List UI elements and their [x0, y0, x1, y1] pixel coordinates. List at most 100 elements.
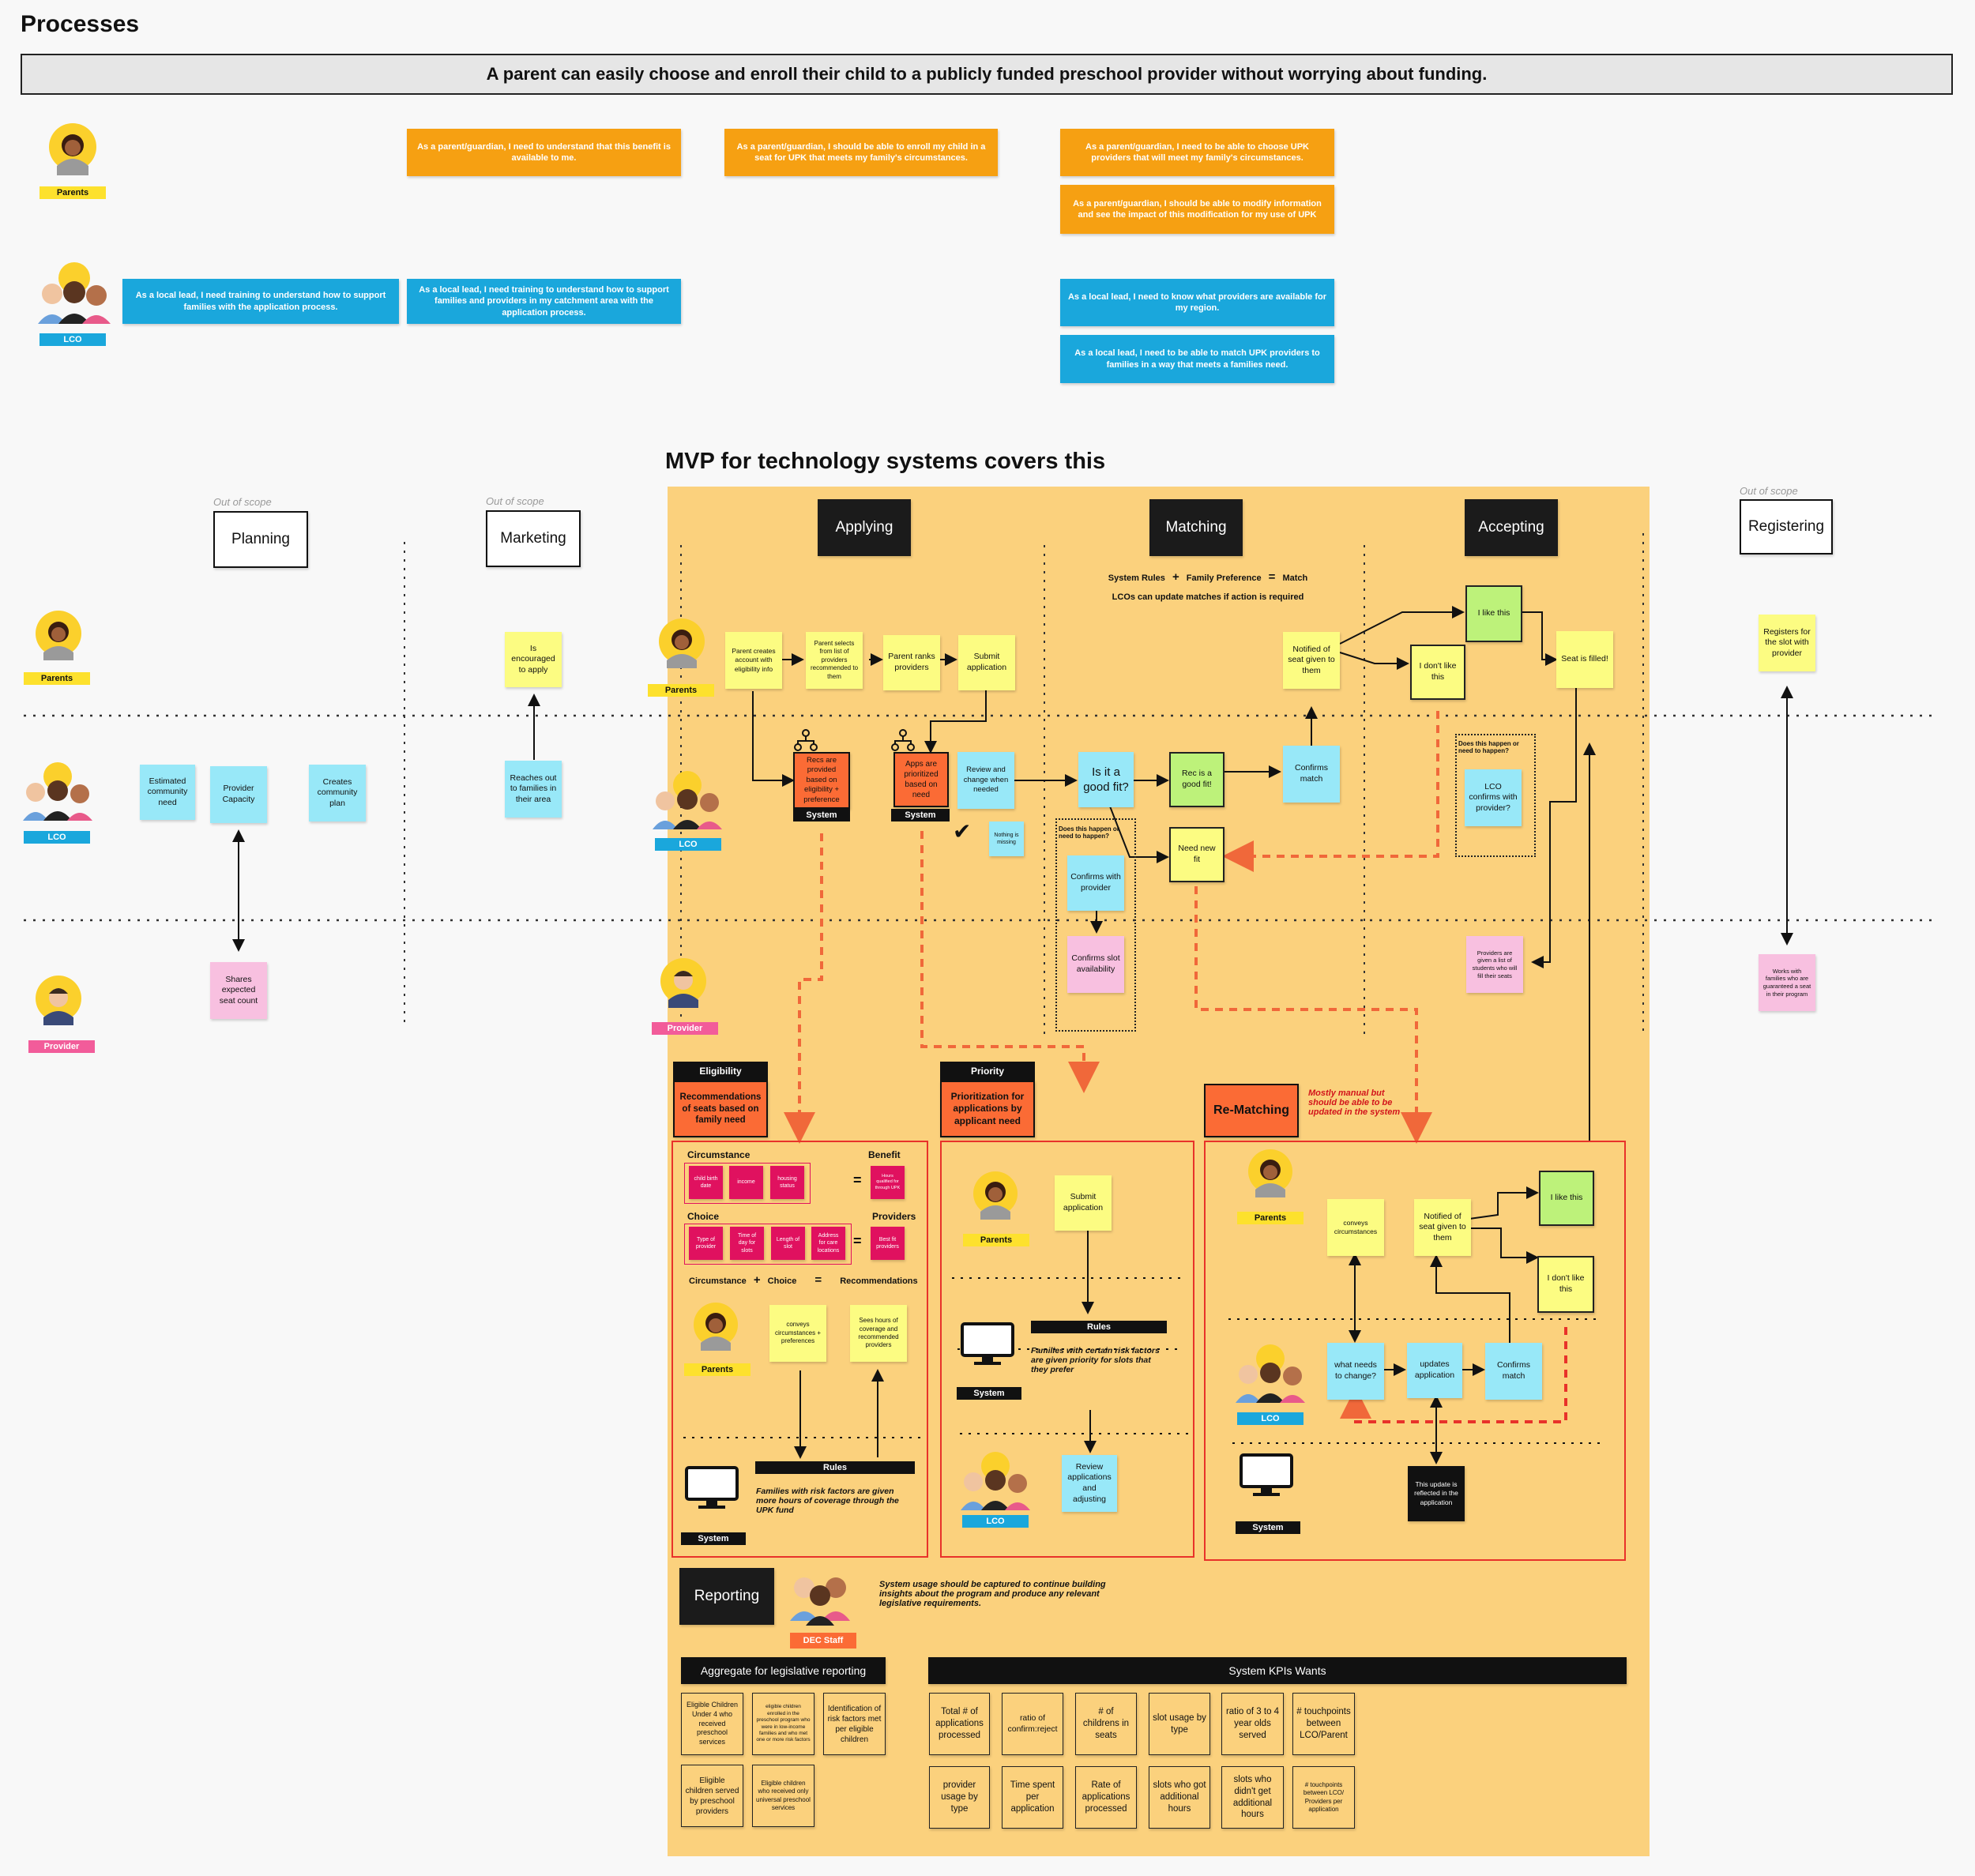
planning-seats: Shares expected seat count: [210, 962, 267, 1019]
priority-title: Prioritization for applications by appli…: [940, 1081, 1035, 1137]
applying-review: Review and change when needed: [957, 752, 1014, 809]
reporting-title: Reporting: [679, 1568, 774, 1625]
matching-rec-good: Rec is a good fit!: [1169, 752, 1224, 807]
circ-item: housing status: [770, 1166, 804, 1199]
lco-avatar: [653, 771, 722, 829]
system-label: System: [891, 809, 950, 821]
phase-matching: Matching: [1149, 499, 1243, 556]
matching-need-new: Need new fit: [1169, 827, 1224, 882]
circ-item: income: [729, 1166, 763, 1199]
accepting-lco-confirm: LCO confirms with provider?: [1465, 769, 1522, 826]
kpi-item: # touchpoints between LCO/Parent: [1292, 1693, 1355, 1755]
eligibility-formula: Circumstance + Choice = Recommendations: [689, 1273, 918, 1287]
rematching-what: what needs to change?: [1327, 1343, 1384, 1400]
role-tag-lco: LCO: [1237, 1412, 1304, 1425]
kpi-item: slots who got additional hours: [1149, 1766, 1210, 1829]
matching-confirms: Confirms match: [1283, 746, 1340, 803]
planning-need: Estimated community need: [140, 765, 195, 820]
kpi-item: Total # of applications processed: [929, 1693, 990, 1755]
eligibility-rules: Rules: [755, 1461, 915, 1474]
equals-sign: =: [853, 1172, 862, 1188]
kpi-item: # of childrens in seats: [1075, 1693, 1137, 1755]
matching-notified: Notified of seat given to them: [1283, 632, 1340, 689]
lco-avatar: [1236, 1344, 1305, 1403]
formula-plus: +: [753, 1273, 761, 1287]
parent-avatar: [49, 123, 96, 175]
phase-planning: Planning: [213, 511, 308, 568]
rematching-conveys: conveys circumstances: [1327, 1199, 1384, 1256]
priority-submit: Submit application: [1055, 1175, 1112, 1231]
applying-create: Parent creates account with eligibility …: [725, 632, 782, 689]
matching-rule: System Rules + Family Preference = Match…: [1093, 566, 1322, 605]
parent-avatar: [694, 1303, 738, 1351]
eligibility-tag: Eligibility: [673, 1062, 768, 1081]
role-tag-parents: Parents: [648, 684, 714, 697]
priority-rules-note: Families with certain risk factors are g…: [1031, 1346, 1160, 1374]
accepting-dislike: I don't like this: [1410, 645, 1465, 700]
oos-registering: Out of scope: [1740, 485, 1798, 497]
choice-group: [684, 1224, 852, 1265]
system-label: System: [793, 809, 850, 821]
matching-confirm-slot: Confirms slot availability: [1067, 936, 1124, 993]
computer-icon: [685, 1466, 739, 1509]
formula-recommendations: Recommendations: [840, 1276, 918, 1286]
computer-icon: [1240, 1453, 1293, 1496]
rematching-reflected: This update is reflected in the applicat…: [1408, 1466, 1465, 1521]
equals-sign: =: [853, 1233, 862, 1249]
choice-item: Time of day for slots: [730, 1227, 764, 1260]
kpi-item: Time spent per application: [1002, 1766, 1063, 1829]
registering-registers: Registers for the slot with provider: [1759, 615, 1815, 671]
phase-applying: Applying: [818, 499, 911, 556]
dec-staff-avatar: [790, 1577, 850, 1626]
applying-selects: Parent selects from list of providers re…: [806, 632, 863, 689]
system-label: System: [681, 1532, 746, 1545]
priority-rules: Rules: [1031, 1321, 1167, 1333]
accepting-providers-given: Providers are given a list of students w…: [1466, 936, 1523, 993]
circ-item: child birth date: [689, 1166, 723, 1199]
choice-item: Length of slot: [771, 1227, 805, 1260]
kpis-header: System KPIs Wants: [928, 1657, 1627, 1684]
registering-works: Works with families who are guaranteed a…: [1759, 954, 1815, 1011]
rematching-confirms: Confirms match: [1485, 1343, 1542, 1400]
formula-choice: Choice: [767, 1276, 797, 1286]
agg-item: eligible children enrolled in the presch…: [752, 1693, 814, 1755]
eligibility-circumstance: Circumstance: [687, 1149, 750, 1160]
kpi-item: ratio of 3 to 4 year olds served: [1221, 1693, 1284, 1755]
kpi-item: ratio of confirm:reject: [1002, 1693, 1063, 1755]
story-parent-4: As a parent/guardian, I should be able t…: [1060, 185, 1334, 234]
parent-avatar: [973, 1171, 1018, 1220]
oos-marketing: Out of scope: [486, 495, 544, 507]
applying-ranks: Parent ranks providers: [883, 635, 940, 690]
circumstance-group: [684, 1163, 811, 1204]
agg-item: Eligible Children Under 4 who received p…: [681, 1693, 743, 1755]
mvp-heading: MVP for technology systems covers this: [665, 449, 1106, 474]
rematching-notified: Notified of seat given to them: [1414, 1199, 1471, 1256]
rule-plus: +: [1172, 570, 1179, 584]
benefit-item: Hours qualified for through UPK: [871, 1166, 905, 1199]
applying-nothing: Nothing is missing: [989, 821, 1024, 856]
role-tag-lco: LCO: [24, 831, 90, 844]
rematching-like: I like this: [1539, 1171, 1594, 1226]
parent-avatar: [36, 611, 81, 660]
eligibility-choice: Choice: [687, 1211, 720, 1222]
rule-lco: LCOs can update matches if action is req…: [1112, 592, 1304, 602]
system-label: System: [1236, 1521, 1300, 1534]
agg-item: Eligible children served by preschool pr…: [681, 1765, 743, 1827]
story-parent-2: As a parent/guardian, I should be able t…: [724, 129, 998, 176]
role-tag-parents: Parents: [24, 672, 90, 685]
story-parent-3: As a parent/guardian, I need to be able …: [1060, 129, 1334, 176]
planning-capacity: Provider Capacity: [210, 766, 267, 823]
story-lco-3: As a local lead, I need to know what pro…: [1060, 279, 1334, 326]
choice-item: Address for care locations: [811, 1227, 845, 1260]
accepting-question: Does this happen or need to happen?: [1458, 740, 1519, 754]
story-lco-4: As a local lead, I need to be able to ma…: [1060, 335, 1334, 383]
eligibility-region: [672, 1141, 928, 1558]
rematching-title: Re-Matching: [1204, 1084, 1299, 1137]
rematching-dislike: I don't like this: [1537, 1256, 1594, 1313]
system-label: System: [957, 1387, 1021, 1400]
formula-eq: =: [814, 1273, 822, 1287]
eligibility-sees: Sees hours of coverage and recommended p…: [850, 1305, 907, 1362]
provider-avatar: [36, 976, 81, 1025]
kpi-item: # touchpoints between LCO/ Providers per…: [1292, 1766, 1355, 1829]
story-lco-1: As a local lead, I need training to unde…: [122, 279, 399, 324]
